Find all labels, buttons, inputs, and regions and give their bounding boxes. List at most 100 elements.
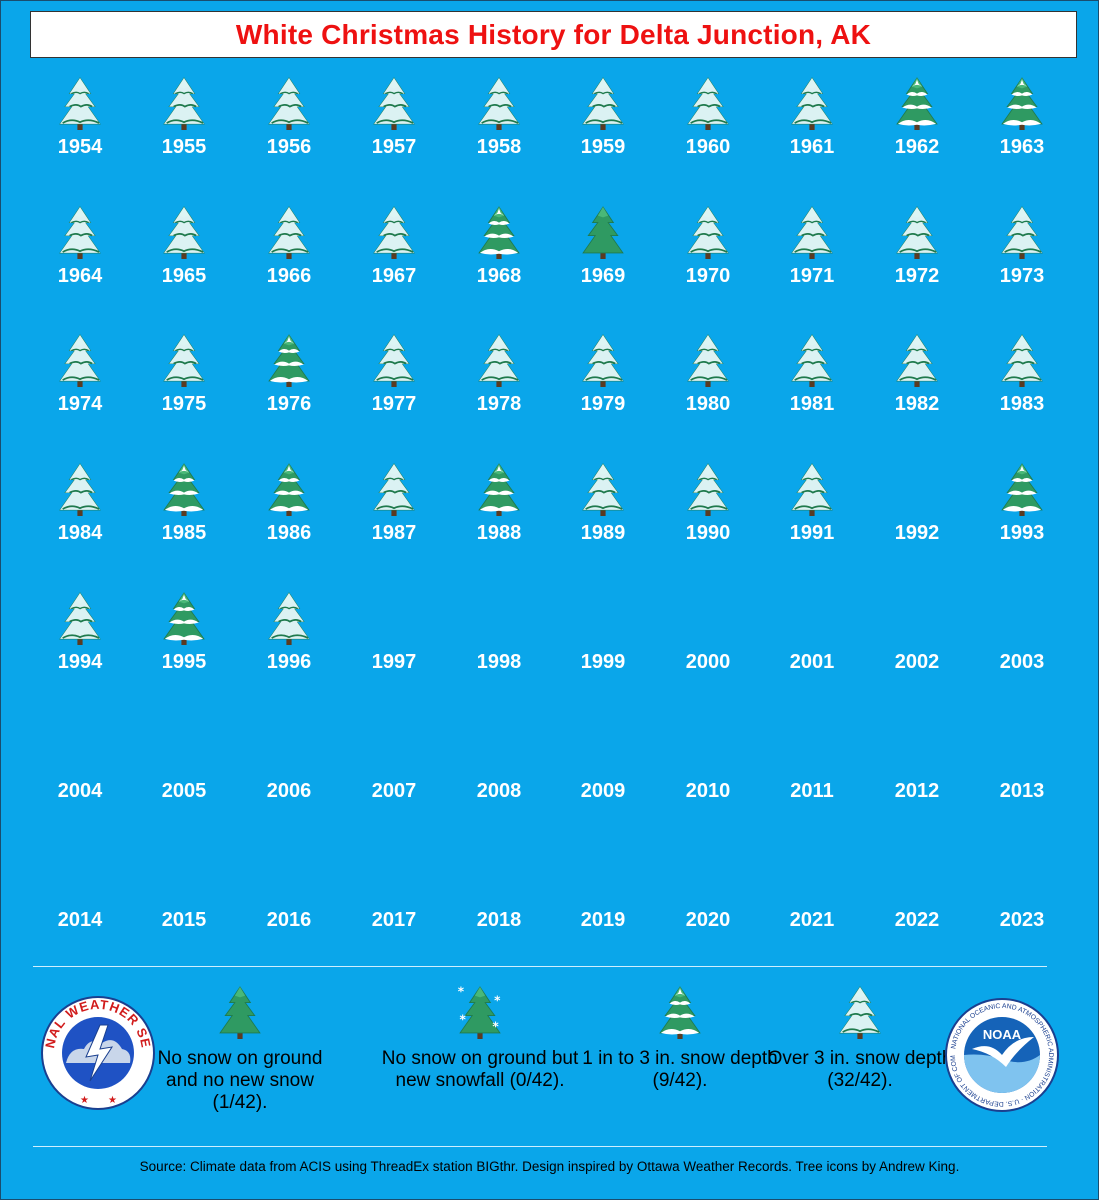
year-cell: 1956: [237, 74, 341, 184]
year-label: 2017: [371, 909, 417, 931]
empty-tree-slot: [678, 718, 738, 776]
year-cell: 1990: [656, 460, 760, 570]
year-label: 1981: [789, 393, 835, 415]
year-label: 1967: [371, 265, 417, 287]
year-label: 1965: [161, 265, 207, 287]
year-label: 1990: [685, 522, 731, 544]
snow-covered-tree-icon: [50, 74, 110, 132]
noaa-logo-text: NOAA: [983, 1027, 1022, 1042]
year-label: 1956: [266, 136, 312, 158]
empty-tree-slot: [887, 847, 947, 905]
year-cell: 1957: [342, 74, 446, 184]
year-label: 2016: [266, 909, 312, 931]
year-label: 1959: [580, 136, 626, 158]
year-label: 1954: [57, 136, 103, 158]
year-label: 2000: [685, 651, 731, 673]
year-cell: 1998: [447, 589, 551, 699]
snow-covered-tree-icon: [469, 331, 529, 389]
empty-tree-slot: [469, 718, 529, 776]
year-cell: 1977: [342, 331, 446, 441]
light-snow-tree-icon: [154, 589, 214, 647]
snow-covered-tree-icon: [678, 331, 738, 389]
year-label: 1984: [57, 522, 103, 544]
empty-tree-slot: [782, 718, 842, 776]
snow-covered-tree-icon: [50, 331, 110, 389]
year-label: 1970: [685, 265, 731, 287]
year-cell: 1992: [865, 460, 969, 570]
snow-covered-tree-icon: [50, 589, 110, 647]
year-label: 1971: [789, 265, 835, 287]
snowfall-tree-icon: * * * *: [450, 980, 510, 1042]
year-cell: 1987: [342, 460, 446, 570]
snow-covered-tree-icon: [259, 589, 319, 647]
snow-covered-tree-icon: [259, 203, 319, 261]
year-cell: 2008: [447, 718, 551, 828]
year-cell: 1989: [551, 460, 655, 570]
year-label: 1958: [476, 136, 522, 158]
snow-covered-tree-icon: [154, 203, 214, 261]
year-label: 1999: [580, 651, 626, 673]
empty-tree-slot: [573, 718, 633, 776]
snow-covered-tree-icon: [992, 203, 1052, 261]
year-label: 1962: [894, 136, 940, 158]
year-cell: 2019: [551, 847, 655, 957]
year-label: 1978: [476, 393, 522, 415]
year-label: 1966: [266, 265, 312, 287]
year-label: 1986: [266, 522, 312, 544]
year-cell: 2021: [760, 847, 864, 957]
year-cell: 1988: [447, 460, 551, 570]
year-cell: 2022: [865, 847, 969, 957]
empty-tree-slot: [573, 847, 633, 905]
snow-covered-tree-icon: [782, 331, 842, 389]
year-cell: 2006: [237, 718, 341, 828]
year-label: 1982: [894, 393, 940, 415]
snow-covered-tree-icon: [678, 74, 738, 132]
empty-tree-slot: [364, 847, 424, 905]
empty-tree-slot: [887, 460, 947, 518]
year-label: 2003: [999, 651, 1045, 673]
light-snow-tree-icon: [992, 460, 1052, 518]
year-cell: 1959: [551, 74, 655, 184]
year-label: 1972: [894, 265, 940, 287]
light-snow-tree-icon: [154, 460, 214, 518]
year-label: 2011: [790, 780, 834, 802]
year-cell: 1995: [132, 589, 236, 699]
year-cell: 2000: [656, 589, 760, 699]
legend-item: 1 in to 3 in. snow depth (9/42).: [580, 980, 780, 1092]
year-label: 1957: [371, 136, 417, 158]
year-label: 2002: [894, 651, 940, 673]
empty-tree-slot: [50, 847, 110, 905]
year-label: 1969: [580, 265, 626, 287]
empty-tree-slot: [469, 589, 529, 647]
legend-label: Over 3 in. snow depth (32/42).: [767, 1048, 953, 1091]
year-label: 2009: [580, 780, 626, 802]
light-snow-tree-icon: [259, 331, 319, 389]
year-cell: 1960: [656, 74, 760, 184]
empty-tree-slot: [678, 847, 738, 905]
year-cell: 1970: [656, 203, 760, 313]
year-label: 2022: [894, 909, 940, 931]
year-label: 1979: [580, 393, 626, 415]
legend-item: Over 3 in. snow depth (32/42).: [760, 980, 960, 1092]
year-cell: 1991: [760, 460, 864, 570]
year-cell: 1999: [551, 589, 655, 699]
snow-covered-tree-icon: [50, 203, 110, 261]
svg-text:★: ★: [80, 1095, 89, 1106]
year-label: 2018: [476, 909, 522, 931]
year-label: 2013: [999, 780, 1045, 802]
empty-tree-slot: [469, 847, 529, 905]
empty-tree-slot: [573, 589, 633, 647]
year-label: 1992: [894, 522, 940, 544]
empty-tree-slot: [678, 589, 738, 647]
empty-tree-slot: [887, 589, 947, 647]
empty-tree-slot: [782, 589, 842, 647]
year-label: 1991: [789, 522, 835, 544]
year-label: 1983: [999, 393, 1045, 415]
year-cell: 1984: [28, 460, 132, 570]
snow-covered-tree-icon: [154, 74, 214, 132]
snow-covered-tree-icon: [364, 203, 424, 261]
snow-covered-tree-icon: [992, 331, 1052, 389]
empty-tree-slot: [50, 718, 110, 776]
year-cell: 1976: [237, 331, 341, 441]
year-cell: 2001: [760, 589, 864, 699]
